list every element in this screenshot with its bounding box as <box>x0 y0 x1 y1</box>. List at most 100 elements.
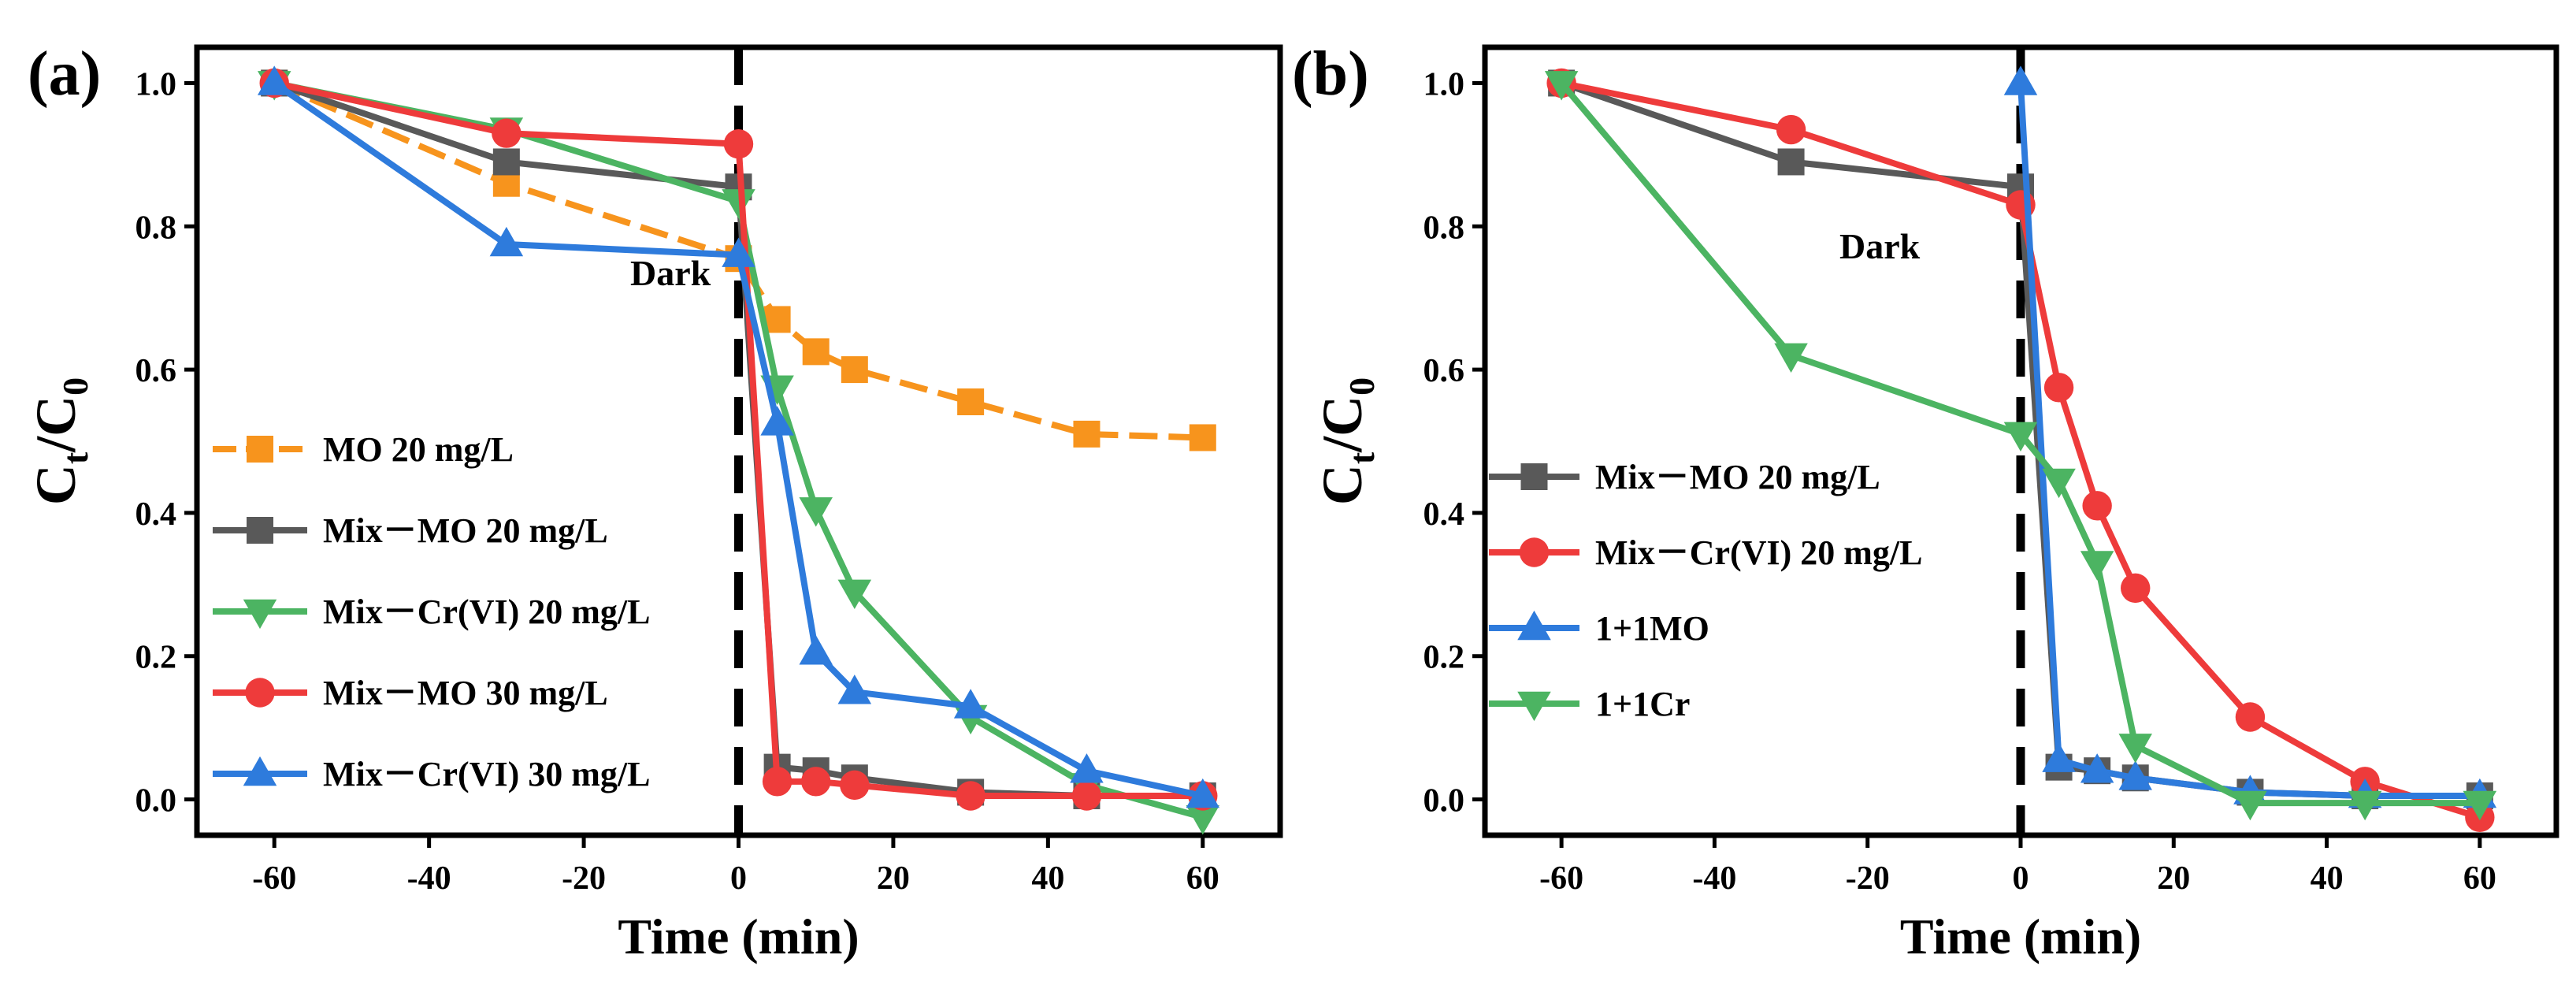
data-point <box>492 118 522 148</box>
data-point <box>1071 781 1102 811</box>
data-point <box>837 674 872 704</box>
data-point <box>723 129 754 159</box>
series-line <box>2017 83 2480 799</box>
panel-label: (a) <box>28 39 101 109</box>
legend-label: MO 20 mg/L <box>323 430 514 469</box>
data-point <box>953 689 988 719</box>
data-point <box>801 767 831 797</box>
x-tick-label: 0 <box>730 860 747 897</box>
panel-label: (b) <box>1292 39 1369 109</box>
data-point <box>1186 778 1220 808</box>
data-point <box>2118 734 2152 764</box>
data-point <box>1073 420 1101 448</box>
x-tick-label: 20 <box>2157 860 2190 897</box>
data-point <box>489 226 524 257</box>
data-point <box>1070 753 1104 783</box>
y-tick-label: 1.0 <box>135 66 177 102</box>
legend-label: 1+1Cr <box>1595 685 1690 723</box>
x-tick-label: 0 <box>2013 860 2029 897</box>
data-point <box>2121 573 2151 604</box>
series-3 <box>259 68 1218 811</box>
x-tick-label: 60 <box>1186 860 1219 897</box>
legend-label: Mix－MO 20 mg/L <box>1595 458 1880 496</box>
data-point <box>1189 424 1216 451</box>
data-point <box>1776 114 1806 145</box>
y-tick-label: 0.2 <box>1423 640 1465 676</box>
data-point <box>2080 753 2114 783</box>
y-tick-label: 0.8 <box>135 210 177 246</box>
y-tick-label: 0.4 <box>1423 496 1465 533</box>
legend-marker <box>243 756 277 786</box>
data-point <box>802 338 830 366</box>
y-tick-label: 0.0 <box>1423 783 1465 819</box>
legend-marker <box>247 517 273 544</box>
data-point <box>841 356 868 384</box>
legend-marker <box>1517 610 1551 641</box>
data-point <box>837 579 872 610</box>
data-point <box>722 237 755 267</box>
y-tick-label: 0.2 <box>135 640 177 676</box>
data-point <box>2042 468 2076 499</box>
y-tick-label: 0.0 <box>135 783 177 819</box>
y-tick-label: 0.8 <box>1423 210 1465 246</box>
data-point <box>1186 804 1220 835</box>
x-tick-label: -40 <box>407 860 451 897</box>
data-point <box>722 189 755 219</box>
data-point <box>257 65 291 95</box>
data-point <box>2233 790 2267 821</box>
data-point <box>2348 790 2382 821</box>
data-point <box>1777 148 1805 176</box>
data-point <box>840 770 870 801</box>
legend-marker <box>1519 537 1550 567</box>
legend-label: Mix－Cr(VI) 20 mg/L <box>323 593 651 631</box>
series-4 <box>257 65 1220 808</box>
data-point <box>2080 551 2114 581</box>
y-axis-label: Ct/C0 <box>24 377 95 505</box>
legend-label: Mix－Cr(VI) 30 mg/L <box>323 755 651 793</box>
y-tick-label: 0.6 <box>1423 353 1465 389</box>
series-3 <box>1544 71 2497 821</box>
x-axis-label: Time (min) <box>1900 909 2141 964</box>
x-tick-label: -60 <box>1539 860 1583 897</box>
x-tick-label: -60 <box>252 860 296 897</box>
y-tick-label: 1.0 <box>1423 66 1465 102</box>
series-line <box>273 80 1203 441</box>
x-tick-label: 40 <box>1031 860 1064 897</box>
panel-a: -60 -40 -20 0 20 40 60 0.0 0.2 0.4 0.6 0.8 1.0 Time (… <box>24 39 1283 964</box>
x-tick-label: 40 <box>2311 860 2344 897</box>
panel-b: -60 -40 -20 0 20 40 60 0.0 0.2 0.4 0.6 0.8 1.0 Time (… <box>1292 39 2559 964</box>
data-point <box>760 406 794 436</box>
data-point <box>1544 71 1579 101</box>
data-point <box>2042 742 2076 772</box>
data-point <box>799 635 833 665</box>
legend-marker <box>245 678 275 708</box>
data-point <box>762 767 792 797</box>
y-axis-label: Ct/C0 <box>1311 377 1382 505</box>
x-tick-label: -40 <box>1692 860 1736 897</box>
data-point <box>1774 343 1808 373</box>
legend-label: Mix－Cr(VI) 20 mg/L <box>1595 533 1923 572</box>
x-tick-label: 20 <box>877 860 910 897</box>
data-point <box>799 497 833 527</box>
y-tick-label: 0.4 <box>135 496 177 533</box>
data-point <box>956 781 985 811</box>
legend-marker <box>247 436 273 463</box>
data-point <box>2003 65 2038 95</box>
legend-label: Mix－MO 30 mg/L <box>323 674 608 712</box>
x-tick-label: -20 <box>1846 860 1890 897</box>
dark-annotation: Dark <box>1839 226 1921 266</box>
data-point <box>2463 790 2497 821</box>
data-point <box>957 388 985 415</box>
data-point <box>2082 491 2112 521</box>
legend-label: 1+1MO <box>1595 609 1709 648</box>
data-point <box>763 306 791 333</box>
x-tick-label: 60 <box>2463 860 2496 897</box>
legend-label: Mix－MO 20 mg/L <box>323 511 608 550</box>
x-axis-label: Time (min) <box>618 909 859 964</box>
x-tick-label: -20 <box>562 860 606 897</box>
y-tick-label: 0.6 <box>135 353 177 389</box>
legend-marker <box>1520 463 1548 490</box>
data-point <box>2003 422 2038 452</box>
legend-marker <box>243 599 277 630</box>
data-point <box>492 148 520 176</box>
